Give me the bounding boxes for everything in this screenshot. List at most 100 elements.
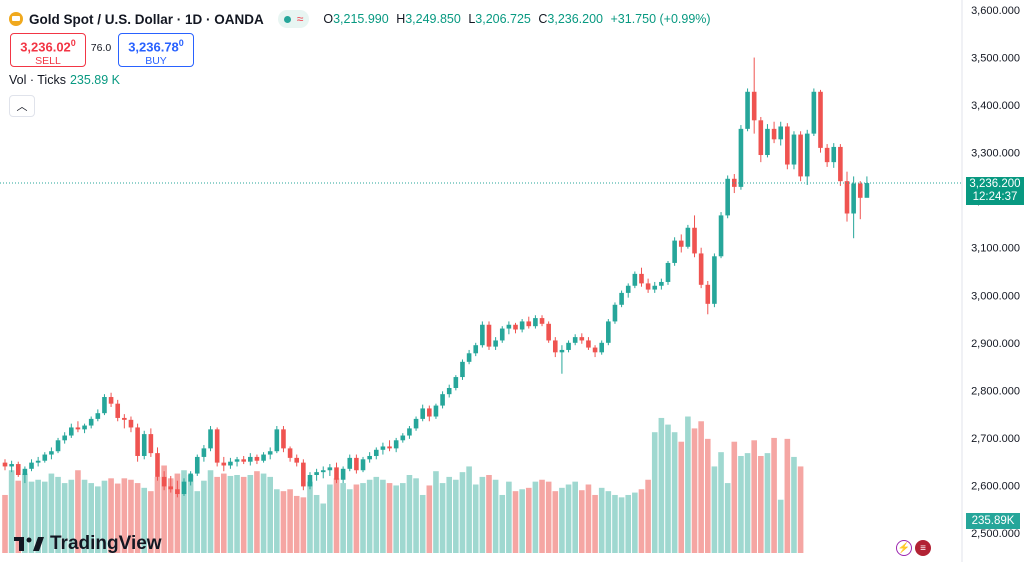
volume-bar	[506, 481, 512, 553]
candle-body	[287, 448, 293, 458]
lightning-icon[interactable]: ⚡	[896, 540, 912, 556]
volume-bar	[552, 491, 559, 553]
us-flag-icon[interactable]: ≡	[915, 540, 931, 556]
candle-body	[765, 128, 770, 156]
candle-body	[201, 448, 207, 457]
volume-legend[interactable]: Vol · Ticks 235.89 K	[9, 73, 120, 87]
candle-body	[427, 408, 432, 417]
volume-bar	[207, 470, 214, 553]
candle-body	[347, 457, 353, 469]
candle-body	[141, 434, 147, 456]
volume-bar	[406, 474, 413, 553]
volume-bar	[15, 480, 22, 553]
candle-body	[214, 429, 220, 463]
volume-bar	[95, 486, 101, 553]
sell-button[interactable]: 3,236.020 SELL	[10, 33, 86, 67]
buy-button[interactable]: 3,236.780 BUY	[118, 33, 194, 67]
candle-body	[354, 457, 359, 471]
candle-body	[55, 440, 61, 452]
volume-bar	[68, 479, 75, 553]
candle-body	[175, 489, 180, 495]
volume-bar	[101, 480, 108, 553]
volume-bar	[784, 438, 791, 553]
candle-body	[380, 446, 386, 450]
candle-body	[804, 133, 810, 177]
volume-bar	[55, 476, 61, 553]
candle-body	[228, 461, 233, 466]
volume-bar	[632, 492, 638, 553]
volume-bar	[512, 491, 519, 553]
volume-bar	[220, 473, 227, 553]
candle-body	[857, 183, 863, 198]
candle-body	[340, 468, 346, 480]
candle-body	[460, 361, 465, 378]
volume-bar	[459, 472, 466, 553]
volume-bar	[499, 494, 506, 553]
candle-body	[526, 321, 532, 327]
candle-body	[261, 454, 266, 461]
volume-bar	[691, 428, 698, 553]
candle-body	[433, 405, 439, 417]
candle-body	[2, 462, 8, 467]
high-value: 3,249.850	[405, 12, 461, 26]
candle-body	[725, 178, 730, 216]
candle-body	[678, 240, 684, 247]
volume-bar	[300, 497, 307, 553]
volume-bar	[539, 479, 545, 553]
volume-bar	[486, 474, 492, 553]
volume-bar	[764, 453, 771, 553]
volume-bar	[393, 485, 399, 553]
candle-body	[566, 342, 571, 350]
candle-body	[267, 451, 273, 455]
volume-bar	[492, 479, 499, 553]
volume-bar	[35, 479, 41, 553]
collapse-legend-button[interactable]: ︿	[9, 95, 35, 117]
tradingview-logo[interactable]: TradingView	[14, 533, 162, 555]
candle-body	[493, 340, 498, 347]
volume-bar	[187, 474, 194, 553]
candle-body	[665, 262, 671, 282]
volume-bar	[353, 484, 360, 553]
volume-bar	[671, 432, 678, 553]
volume-bar	[791, 456, 797, 553]
candle-body	[161, 476, 167, 487]
symbol-title[interactable]: Gold Spot / U.S. Dollar · 1D · OANDA	[29, 11, 264, 27]
candle-body	[559, 349, 565, 353]
candle-body	[102, 397, 107, 414]
candle-body	[334, 467, 339, 480]
candle-body	[108, 397, 114, 404]
candle-body	[864, 183, 870, 198]
candlesticks	[2, 57, 870, 498]
sell-price: 3,236.02	[20, 39, 71, 55]
candle-body	[639, 273, 644, 284]
volume-bar	[545, 481, 552, 553]
market-status-pill[interactable]: ≈	[277, 10, 310, 28]
candle-body	[473, 345, 479, 354]
candle-body	[387, 446, 392, 449]
volume-bar	[413, 478, 419, 553]
candle-body	[652, 285, 658, 290]
volume-bar	[240, 476, 247, 553]
volume-bar	[751, 440, 757, 553]
candle-body	[194, 456, 200, 474]
volume-bar	[41, 481, 48, 553]
volume-bar	[121, 478, 128, 553]
candle-body	[685, 227, 691, 247]
y-tick-label: 3,100.000	[971, 243, 1020, 255]
candle-body	[751, 91, 757, 121]
gold-symbol-icon	[9, 12, 23, 26]
ohlc-readout: O3,215.990 H3,249.850 L3,206.725 C3,236.…	[323, 12, 711, 26]
volume-bar	[313, 494, 320, 553]
candle-body	[619, 292, 624, 305]
volume-bar	[22, 473, 28, 553]
volume-bar	[141, 487, 148, 553]
volume-bar	[8, 470, 15, 553]
candle-body	[360, 459, 366, 471]
candle-body	[281, 429, 286, 449]
candle-body	[851, 183, 856, 214]
candle-body	[181, 481, 187, 495]
volume-bar	[247, 474, 254, 553]
volume-bar	[28, 481, 35, 553]
volume-bar	[320, 503, 327, 553]
